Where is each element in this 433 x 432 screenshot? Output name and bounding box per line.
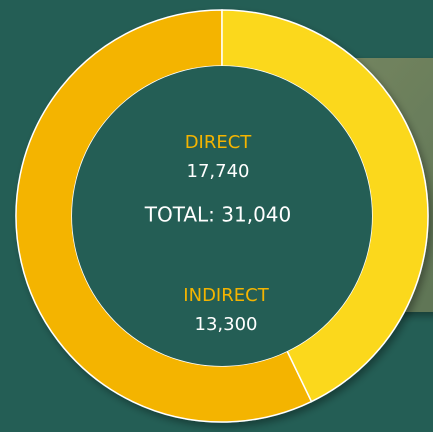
value-label: 17,740 [187,161,250,182]
donut-hole [72,66,372,366]
category-label: INDIRECT [183,285,269,306]
total-label: TOTAL: 31,040 [144,203,292,227]
value-label: 13,300 [195,314,258,335]
category-label: DIRECT [185,132,253,153]
